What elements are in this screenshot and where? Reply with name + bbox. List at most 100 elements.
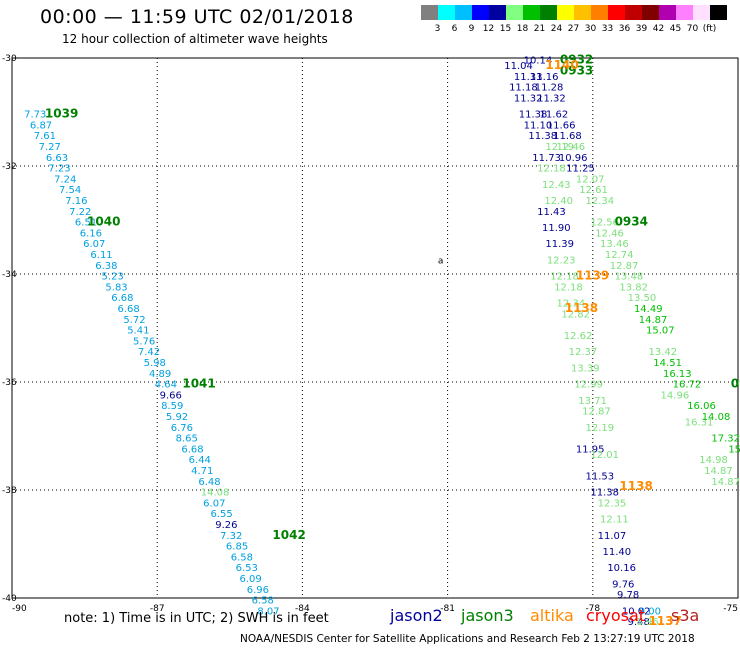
- wave-height-value: 14.87: [639, 315, 668, 326]
- wave-height-value: 12.19: [586, 423, 615, 434]
- wave-height-value: 9.76: [612, 579, 634, 590]
- wave-height-value: 6.76: [171, 423, 193, 434]
- wave-height-value: 7.61: [34, 131, 56, 142]
- wave-height-value: 11.68: [553, 131, 582, 142]
- wave-height-value: 13.39: [571, 363, 600, 374]
- footer-note: note: 1) Time is in UTC; 2) SWH is in fe…: [64, 611, 329, 626]
- wave-height-value: 10.14: [524, 56, 553, 67]
- scale-swatch: [438, 5, 455, 20]
- wave-height-value: 14.08: [201, 488, 230, 499]
- lon-label: -90: [12, 604, 27, 614]
- wave-height-value: 13.46: [600, 239, 629, 250]
- wave-height-value: 11.38: [519, 110, 548, 121]
- wave-height-value: 14.08: [702, 412, 731, 423]
- wave-height-value: 5.92: [166, 412, 188, 423]
- wave-height-value: 11.38: [528, 131, 557, 142]
- wave-height-value: 9.78: [617, 590, 639, 601]
- wave-height-value: 6.63: [46, 153, 68, 164]
- wave-height-value: 6.09: [239, 574, 261, 585]
- wave-height-value: 12.34: [586, 196, 615, 207]
- wave-height-value: 10.02: [622, 606, 651, 617]
- pass-time-label: 1040: [87, 215, 120, 229]
- scale-label: 12: [482, 24, 495, 34]
- wave-height-value: 11.32: [514, 93, 543, 104]
- wave-height-value: 6.07: [83, 239, 105, 250]
- pass-time-label: 0932: [560, 53, 593, 67]
- wave-height-value: 12.40: [544, 196, 573, 207]
- pass-time-label: 1139: [576, 269, 609, 283]
- pass-time-label: 1140: [545, 58, 578, 72]
- wave-height-value: 5.76: [133, 336, 155, 347]
- wave-height-value: 11.62: [540, 110, 569, 121]
- scale-label: 33: [601, 24, 614, 34]
- lon-label: -75: [723, 604, 738, 614]
- scale-label: 18: [516, 24, 529, 34]
- legend-cryosat: cryosat: [586, 606, 646, 625]
- scale-label: 30: [584, 24, 597, 34]
- wave-height-value: 10.16: [607, 563, 636, 574]
- pass-time-label: 0935: [731, 377, 740, 391]
- wave-height-value: 9.66: [160, 390, 182, 401]
- pass-time-label: 1138: [619, 479, 652, 493]
- map-subtitle: 12 hour collection of altimeter wave hei…: [62, 32, 328, 46]
- lat-label: -34: [2, 270, 17, 280]
- wave-height-value: 14.98: [699, 455, 728, 466]
- legend-altika: altika: [530, 606, 574, 625]
- wave-height-value: 11.39: [545, 239, 574, 250]
- wave-height-value: 7.27: [39, 142, 61, 153]
- scale-swatch: [472, 5, 489, 20]
- wave-height-value: 14.49: [634, 304, 663, 315]
- wave-height-value: 16.13: [663, 369, 692, 380]
- scale-swatch: [506, 5, 523, 20]
- wave-height-value: 16.72: [673, 380, 702, 391]
- axis-labels: -90 -87 -84 -81 -78 -75 -30 -32 -34 -36 -38 -40: [2, 54, 738, 614]
- wave-height-value: 9.00: [639, 606, 661, 617]
- lat-label: -38: [2, 486, 17, 496]
- wave-height-value: 12.18: [537, 164, 566, 175]
- wave-height-value: 7.42: [138, 347, 160, 358]
- map-title: 00:00 — 11:59 UTC 02/01/2018: [40, 6, 354, 28]
- wave-height-value: 14.96: [661, 390, 690, 401]
- wave-height-value: 8.96: [636, 617, 658, 628]
- wave-height-value: 7.16: [65, 196, 87, 207]
- wave-height-value: 6.68: [111, 293, 133, 304]
- scale-label: 27: [567, 24, 580, 34]
- wave-height-value: 6.48: [198, 477, 220, 488]
- scale-label: 42: [652, 24, 665, 34]
- wave-height-value: 11.28: [535, 83, 564, 94]
- scale-label: 6: [451, 24, 458, 34]
- wave-height-value: 12.01: [590, 450, 619, 461]
- wave-height-value: 16.06: [687, 401, 716, 412]
- wave-height-value: 11.95: [576, 444, 605, 455]
- wave-height-value: 6.53: [236, 563, 258, 574]
- pass-time-label: 0933: [560, 63, 593, 77]
- wave-height-value: 6.38: [95, 261, 117, 272]
- wave-height-value: 6.44: [189, 455, 211, 466]
- wave-height-value: 12.43: [542, 180, 571, 191]
- lon-label: -78: [585, 604, 600, 614]
- wave-height-value: 11.10: [524, 120, 553, 131]
- lat-label: -30: [2, 54, 17, 64]
- pass-time-label: 1137: [648, 614, 681, 628]
- lat-lon-grid: [12, 58, 738, 598]
- scale-label: 3: [434, 24, 441, 34]
- scale-swatch: [591, 5, 608, 20]
- wave-height-value: 12.18: [554, 282, 583, 293]
- pass-time-label: 1039: [45, 107, 78, 121]
- wave-height-value: 12.61: [579, 185, 608, 196]
- scale-swatch: [455, 5, 472, 20]
- pass-time-label: 1041: [182, 377, 215, 391]
- wave-height-value: 6.87: [30, 120, 52, 131]
- map-marker: a: [438, 256, 444, 266]
- scale-swatch: [693, 5, 710, 20]
- wave-height-value: 5.72: [123, 315, 145, 326]
- wave-height-value: 8.59: [161, 401, 183, 412]
- wave-height-value: 5.41: [127, 326, 149, 337]
- wave-height-value: 12.19: [545, 142, 574, 153]
- wave-height-value: 11.66: [547, 120, 576, 131]
- wave-height-value: 7.23: [48, 164, 70, 175]
- wave-height-value: 12.18: [550, 272, 579, 283]
- plot-frame: [11, 57, 739, 599]
- wave-height-value: 7.32: [220, 531, 242, 542]
- wave-height-value: 12.35: [598, 498, 627, 509]
